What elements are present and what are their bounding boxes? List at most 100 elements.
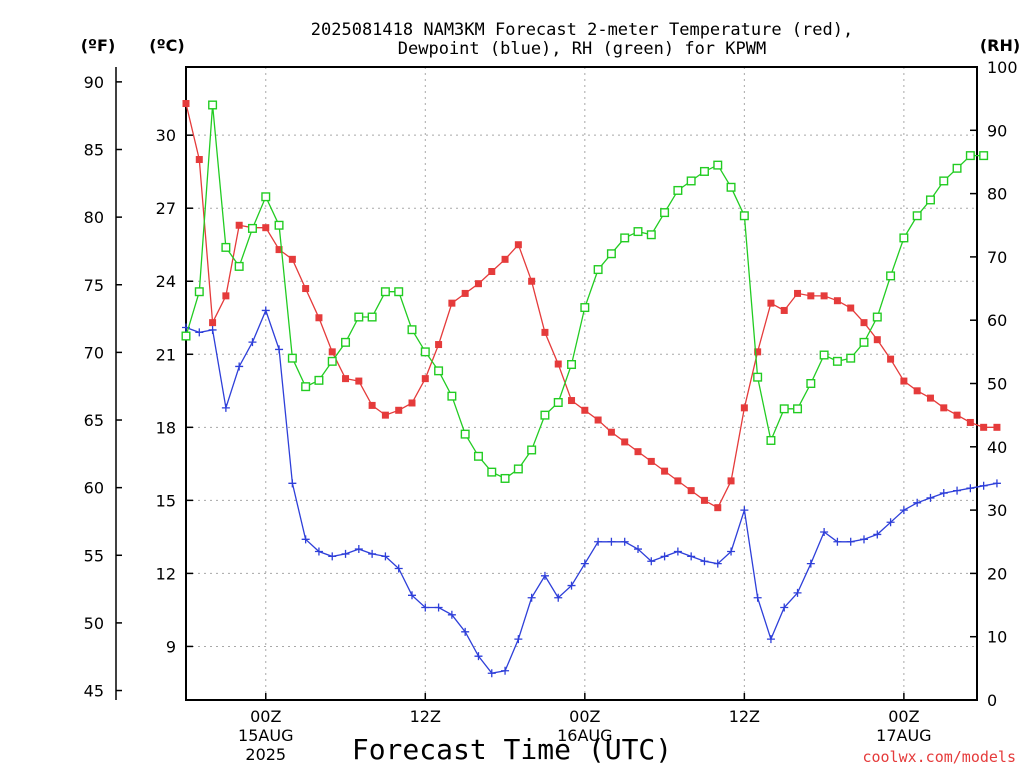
temperature-point <box>700 496 708 504</box>
dewpoint-point <box>554 593 563 602</box>
dewpoint-point <box>275 345 284 354</box>
rh-point <box>739 211 749 221</box>
dewpoint-point <box>301 535 310 544</box>
dewpoint-point <box>567 581 576 590</box>
rh-point <box>699 166 709 176</box>
dewpoint-point <box>687 552 696 561</box>
temperature-point <box>195 156 203 164</box>
celsius-tick-label: 27 <box>156 199 176 218</box>
dewpoint-series <box>182 306 1001 678</box>
rh-tick-label: 0 <box>987 691 997 710</box>
rh-point <box>872 312 882 322</box>
temperature-point <box>275 246 283 254</box>
dewpoint-point <box>727 547 736 556</box>
fahrenheit-tick-label: 90 <box>84 73 104 92</box>
temperature-point <box>980 423 988 431</box>
dewpoint-point <box>461 627 470 636</box>
rh-point <box>327 356 337 366</box>
rh-point <box>513 464 523 474</box>
temperature-line <box>185 103 997 509</box>
rh-tick-label: 40 <box>987 438 1007 457</box>
dewpoint-point <box>740 506 749 515</box>
temperature-point <box>568 397 576 405</box>
rh-point <box>925 195 935 205</box>
rh-point <box>287 353 297 363</box>
rh-point <box>460 429 470 439</box>
rh-point <box>952 163 962 173</box>
dewpoint-point <box>780 603 789 612</box>
fahrenheit-tick-label: 55 <box>84 546 104 565</box>
dewpoint-point <box>846 537 855 546</box>
temperature-point <box>222 292 230 300</box>
temperature-point <box>448 299 456 307</box>
temperature-point <box>860 319 868 327</box>
temperature-point <box>926 394 934 402</box>
rh-tick-label: 50 <box>987 375 1007 394</box>
x-tick-label: 00Z <box>250 707 281 726</box>
temperature-point <box>993 423 1001 431</box>
rh-point <box>766 435 776 445</box>
rh-point <box>846 353 856 363</box>
celsius-tick-label: 18 <box>156 418 176 437</box>
dewpoint-point <box>700 557 709 566</box>
dewpoint-line <box>185 308 998 674</box>
temperature-point <box>528 277 536 285</box>
dewpoint-point <box>833 537 842 546</box>
rh-tick-label: 100 <box>987 58 1018 77</box>
rh-point <box>965 151 975 161</box>
dewpoint-point <box>793 588 802 597</box>
dewpoint-point <box>647 557 656 566</box>
dewpoint-point <box>979 481 988 490</box>
temperature-point <box>501 255 509 263</box>
dewpoint-point <box>860 535 868 544</box>
celsius-tick-label: 24 <box>156 272 176 291</box>
rh-tick-label: 60 <box>987 311 1007 330</box>
temperature-point <box>674 477 682 485</box>
axes: 45 50 55 60 65 70 75 80 85 90 9 12 15 18 21 24 27 30 0 10 20… <box>84 58 1018 764</box>
x-tick-label: 12Z <box>729 707 760 726</box>
temperature-point <box>754 348 762 356</box>
dewpoint-point <box>208 325 217 334</box>
temperature-point <box>887 355 895 363</box>
rh-point <box>553 397 563 407</box>
rh-point <box>793 404 803 414</box>
temperature-point <box>355 377 363 385</box>
rh-point <box>633 227 643 237</box>
fahrenheit-tick-label: 45 <box>84 682 104 701</box>
temperature-point <box>900 377 908 385</box>
temperature-point <box>461 289 469 297</box>
temperature-point <box>581 406 589 414</box>
dewpoint-point <box>913 498 922 507</box>
dewpoint-point <box>501 666 510 675</box>
rh-point <box>939 176 949 186</box>
series-layer <box>181 100 1001 678</box>
rh-point <box>979 151 989 161</box>
temperature-point <box>315 314 323 322</box>
rh-point <box>447 391 457 401</box>
temperature-point <box>435 341 443 349</box>
rh-tick-label: 10 <box>987 628 1007 647</box>
temperature-point <box>368 401 376 409</box>
rh-point <box>181 331 191 341</box>
dewpoint-point <box>953 486 962 495</box>
rh-tick-label: 20 <box>987 564 1007 583</box>
dewpoint-point <box>447 610 456 619</box>
rh-point <box>221 242 231 252</box>
dewpoint-point <box>221 403 230 412</box>
dewpoint-point <box>474 652 483 661</box>
rh-point <box>886 271 896 281</box>
temperature-point <box>780 306 788 314</box>
temperature-point <box>833 297 841 305</box>
temperature-point <box>634 448 642 456</box>
dewpoint-point <box>873 530 882 539</box>
temperature-point <box>594 416 602 424</box>
dewpoint-point <box>354 545 363 554</box>
fahrenheit-tick-label: 70 <box>84 343 104 362</box>
rh-point <box>726 182 736 192</box>
dewpoint-point <box>926 493 935 502</box>
rh-tick-label: 30 <box>987 501 1007 520</box>
rh-point <box>420 347 430 357</box>
temperature-point <box>794 289 802 297</box>
dewpoint-point <box>487 669 496 678</box>
